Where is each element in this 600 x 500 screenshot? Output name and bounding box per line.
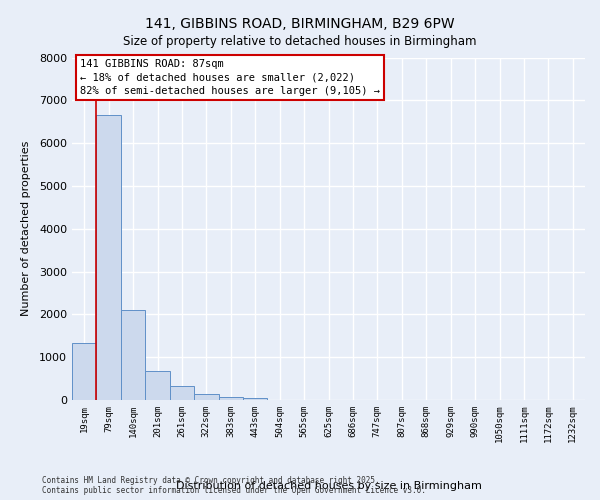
Bar bbox=[170, 386, 194, 400]
Bar bbox=[145, 371, 170, 400]
Text: 141 GIBBINS ROAD: 87sqm
← 18% of detached houses are smaller (2,022)
82% of semi: 141 GIBBINS ROAD: 87sqm ← 18% of detache… bbox=[80, 59, 380, 96]
Bar bbox=[121, 310, 145, 400]
Bar bbox=[243, 398, 268, 400]
Bar bbox=[97, 116, 121, 400]
Text: Contains public sector information licensed under the Open Government Licence v3: Contains public sector information licen… bbox=[42, 486, 426, 495]
Text: 141, GIBBINS ROAD, BIRMINGHAM, B29 6PW: 141, GIBBINS ROAD, BIRMINGHAM, B29 6PW bbox=[145, 18, 455, 32]
Y-axis label: Number of detached properties: Number of detached properties bbox=[20, 141, 31, 316]
Bar bbox=[194, 394, 218, 400]
Bar bbox=[218, 398, 243, 400]
Bar bbox=[72, 344, 97, 400]
Text: Contains HM Land Registry data © Crown copyright and database right 2025.: Contains HM Land Registry data © Crown c… bbox=[42, 476, 380, 485]
Text: Size of property relative to detached houses in Birmingham: Size of property relative to detached ho… bbox=[123, 35, 477, 48]
X-axis label: Distribution of detached houses by size in Birmingham: Distribution of detached houses by size … bbox=[176, 482, 481, 492]
